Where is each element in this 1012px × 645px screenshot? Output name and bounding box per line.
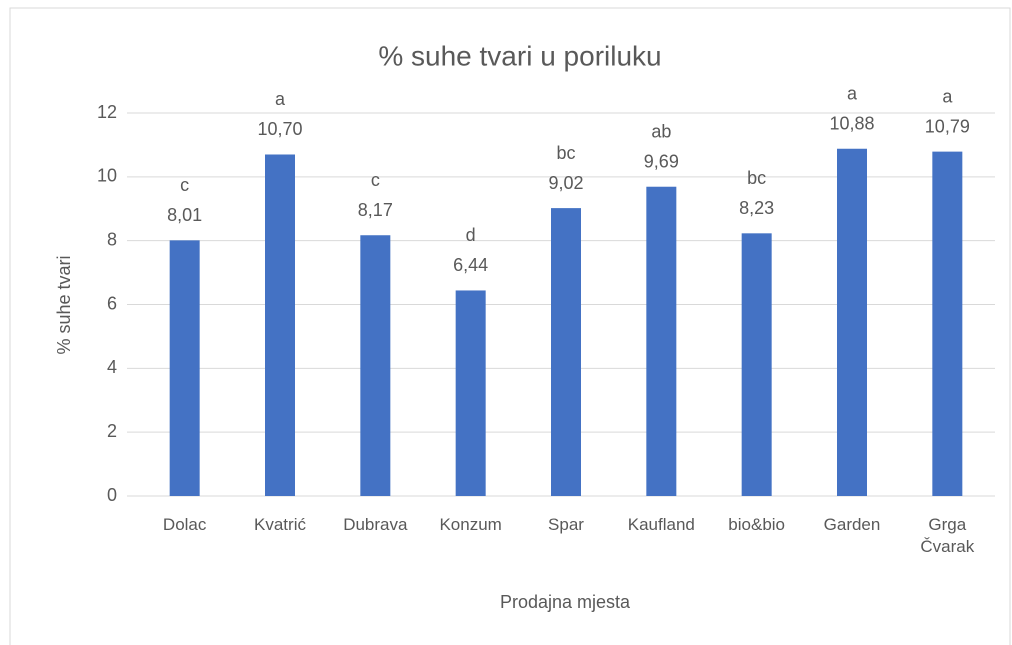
x-tick-label-box: bio&bio bbox=[728, 515, 786, 534]
bar bbox=[169, 240, 200, 496]
x-tick-label: Kaufland bbox=[627, 515, 695, 534]
bar bbox=[265, 154, 295, 496]
annotation: bc bbox=[747, 168, 766, 188]
y-tick-label: 0 bbox=[107, 485, 117, 505]
value-label: 10,70 bbox=[257, 119, 302, 139]
bar bbox=[646, 186, 677, 497]
x-tick-label-box: Dolac bbox=[162, 515, 207, 534]
annotation: c bbox=[180, 175, 189, 195]
annotation: a bbox=[847, 83, 858, 103]
x-tick-label: Dubrava bbox=[343, 515, 408, 534]
chart-title: % suhe tvari u poriluku bbox=[378, 40, 661, 71]
x-tick-label: Grga Čvarak bbox=[920, 515, 975, 556]
y-tick-label: 12 bbox=[97, 102, 117, 122]
x-tick-label: Konzum bbox=[439, 515, 502, 534]
x-axis-label: Prodajna mjesta bbox=[500, 592, 631, 612]
x-tick-label: bio&bio bbox=[728, 515, 786, 534]
x-tick-label-box: Grga Čvarak bbox=[920, 515, 975, 556]
annotation: ab bbox=[651, 121, 671, 141]
bar bbox=[837, 148, 867, 496]
bar bbox=[932, 151, 963, 496]
y-tick-label: 2 bbox=[107, 421, 117, 441]
value-label: 6,44 bbox=[453, 255, 488, 275]
annotation: a bbox=[275, 89, 286, 109]
x-tick-label-box: Kvatrić bbox=[254, 515, 306, 534]
bar bbox=[360, 235, 391, 496]
annotation: d bbox=[466, 225, 476, 245]
value-label: 10,88 bbox=[829, 113, 874, 133]
y-tick-label: 6 bbox=[107, 293, 117, 313]
y-axis-label: % suhe tvari bbox=[54, 255, 74, 354]
x-tick-label-box: Spar bbox=[548, 515, 584, 534]
y-tick-label: 10 bbox=[97, 166, 117, 186]
x-tick-label-box: Dubrava bbox=[343, 515, 408, 534]
value-label: 8,17 bbox=[358, 200, 393, 220]
value-label: 9,69 bbox=[644, 151, 679, 171]
bar bbox=[455, 290, 486, 496]
x-tick-label-box: Garden bbox=[823, 515, 881, 534]
x-tick-label-box: Kaufland bbox=[627, 515, 695, 534]
x-tick-label: Garden bbox=[823, 515, 881, 534]
value-label: 9,02 bbox=[548, 173, 583, 193]
bar bbox=[741, 233, 772, 496]
y-tick-label: 8 bbox=[107, 229, 117, 249]
annotation: bc bbox=[556, 143, 575, 163]
annotation: c bbox=[371, 170, 380, 190]
y-tick-label: 4 bbox=[107, 357, 117, 377]
x-tick-label-box: Konzum bbox=[439, 515, 502, 534]
annotation: a bbox=[942, 86, 953, 106]
x-tick-label: Kvatrić bbox=[254, 515, 306, 534]
x-tick-label: Dolac bbox=[162, 515, 207, 534]
value-label: 8,23 bbox=[739, 198, 774, 218]
value-label: 8,01 bbox=[167, 205, 202, 225]
x-tick-label: Spar bbox=[548, 515, 584, 534]
bar bbox=[551, 208, 581, 496]
value-label: 10,79 bbox=[925, 116, 970, 136]
